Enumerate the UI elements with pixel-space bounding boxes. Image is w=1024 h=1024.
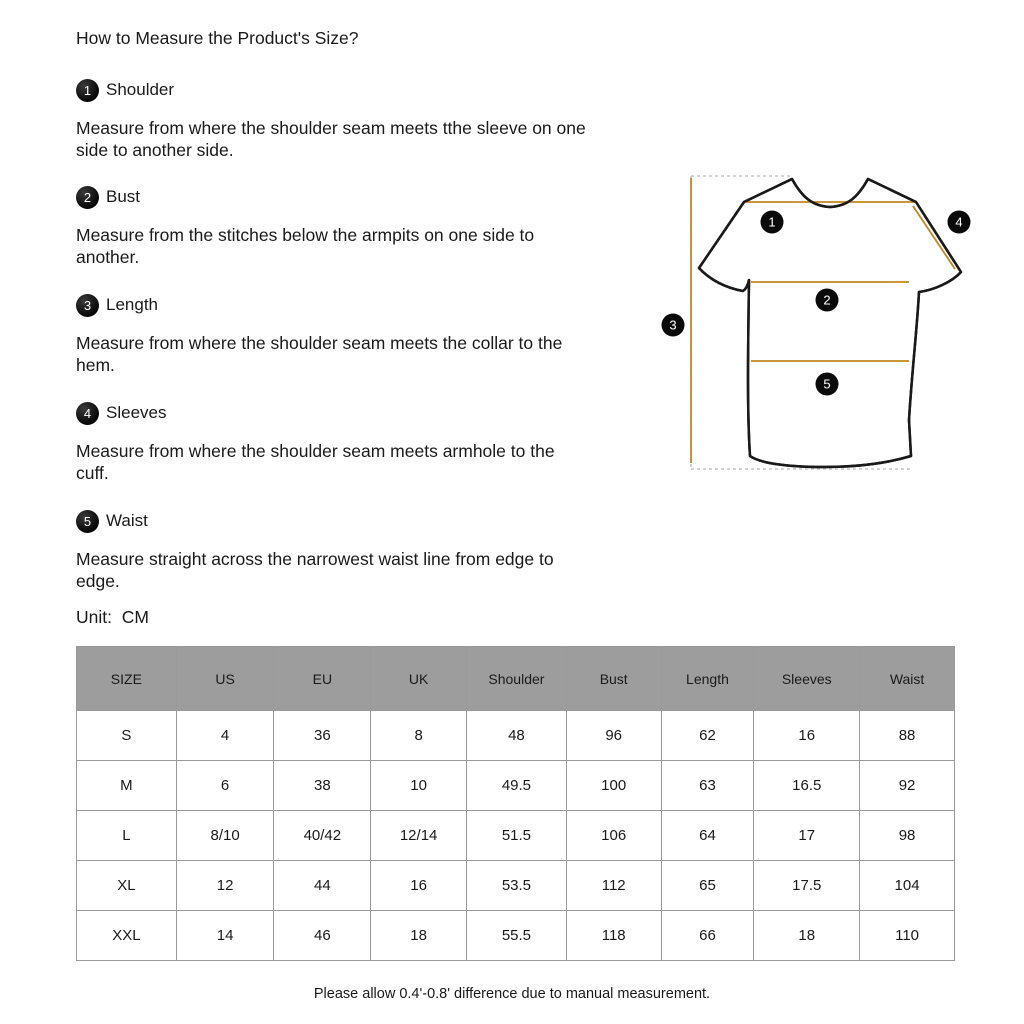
svg-text:1: 1 bbox=[768, 215, 775, 230]
svg-text:3: 3 bbox=[669, 318, 676, 333]
svg-text:4: 4 bbox=[955, 215, 962, 230]
svg-text:2: 2 bbox=[823, 293, 830, 308]
svg-text:5: 5 bbox=[823, 377, 830, 392]
